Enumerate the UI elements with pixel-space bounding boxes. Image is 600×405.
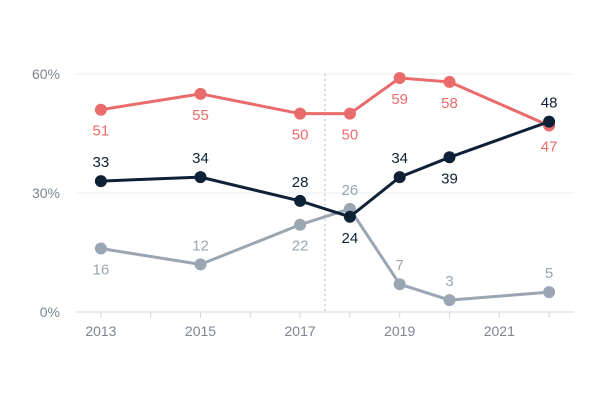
data-point-gray xyxy=(94,242,107,255)
data-label-red: 47 xyxy=(541,139,558,156)
x-tick-label: 2019 xyxy=(384,323,415,339)
data-point-gray xyxy=(194,258,207,271)
data-label-gray: 7 xyxy=(396,257,404,274)
data-point-red xyxy=(194,87,207,100)
data-point-navy xyxy=(194,171,207,184)
y-tick-label: 0% xyxy=(40,304,60,320)
data-label-navy: 24 xyxy=(342,230,359,247)
data-point-navy xyxy=(294,194,307,207)
data-label-gray: 16 xyxy=(93,262,110,279)
data-label-navy: 48 xyxy=(541,95,558,112)
y-tick-label: 60% xyxy=(32,66,60,82)
data-point-gray xyxy=(393,278,406,291)
data-label-gray: 3 xyxy=(445,273,453,290)
data-label-red: 50 xyxy=(292,127,309,144)
data-point-navy xyxy=(94,175,107,188)
data-label-gray: 22 xyxy=(292,238,309,255)
data-label-gray: 26 xyxy=(342,182,359,199)
data-point-navy xyxy=(543,115,556,128)
data-label-navy: 39 xyxy=(441,170,458,187)
data-point-navy xyxy=(443,151,456,164)
data-point-red xyxy=(343,107,356,120)
data-label-gray: 12 xyxy=(192,237,209,254)
data-point-red xyxy=(94,103,107,116)
data-point-navy xyxy=(393,171,406,184)
data-label-red: 59 xyxy=(391,91,408,108)
data-label-navy: 34 xyxy=(192,150,209,167)
y-tick-label: 30% xyxy=(32,185,60,201)
data-label-red: 55 xyxy=(192,107,209,124)
data-label-navy: 33 xyxy=(93,154,110,171)
data-point-red xyxy=(294,107,307,120)
data-label-red: 58 xyxy=(441,95,458,112)
data-point-gray xyxy=(543,286,556,299)
data-label-red: 50 xyxy=(342,127,359,144)
data-label-navy: 28 xyxy=(292,174,309,191)
data-point-red xyxy=(393,71,406,84)
data-point-red xyxy=(443,75,456,88)
data-point-gray xyxy=(443,294,456,307)
data-label-gray: 5 xyxy=(545,265,553,282)
data-label-red: 51 xyxy=(93,123,110,140)
x-tick-label: 2017 xyxy=(285,323,316,339)
data-label-navy: 34 xyxy=(391,150,408,167)
x-tick-label: 2015 xyxy=(185,323,216,339)
x-tick-label: 2013 xyxy=(85,323,116,339)
data-point-navy xyxy=(343,210,356,223)
x-tick-label: 2021 xyxy=(484,323,515,339)
data-point-gray xyxy=(294,218,307,231)
